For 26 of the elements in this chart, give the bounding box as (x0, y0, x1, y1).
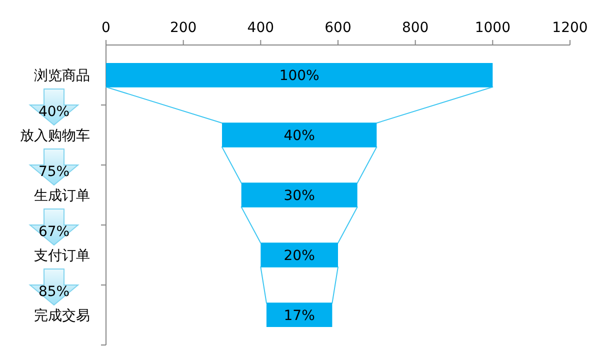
text: 85% (38, 284, 70, 300)
x-tick-label: 0 (102, 20, 110, 36)
annotation: 30% (284, 188, 315, 204)
x-tick-label: 1000 (474, 20, 510, 36)
y-tick-label: 完成交易 (34, 308, 90, 324)
y-tick-label: 支付订单 (34, 248, 90, 264)
bar (266, 303, 332, 327)
annotation: 20% (284, 248, 315, 264)
x-tick-label: 1200 (552, 20, 588, 36)
text: 75% (38, 164, 70, 180)
bar (241, 183, 358, 207)
y-tick-label: 浏览商品 (34, 68, 90, 84)
x-tick-label: 400 (247, 20, 274, 36)
x-tick-label: 600 (324, 20, 352, 36)
x-tick-label: 200 (170, 20, 197, 36)
y-tick-label: 放入购物车 (20, 128, 90, 144)
x-tick-label: 800 (402, 20, 429, 36)
y-tick-label: 生成订单 (34, 188, 90, 204)
bar (106, 63, 493, 87)
text: 40% (38, 104, 70, 120)
annotation: 17% (284, 308, 315, 324)
text: 67% (38, 224, 70, 240)
annotation: 100% (279, 68, 320, 84)
bar (222, 123, 377, 147)
annotation: 40% (284, 128, 315, 144)
bar (260, 243, 338, 267)
